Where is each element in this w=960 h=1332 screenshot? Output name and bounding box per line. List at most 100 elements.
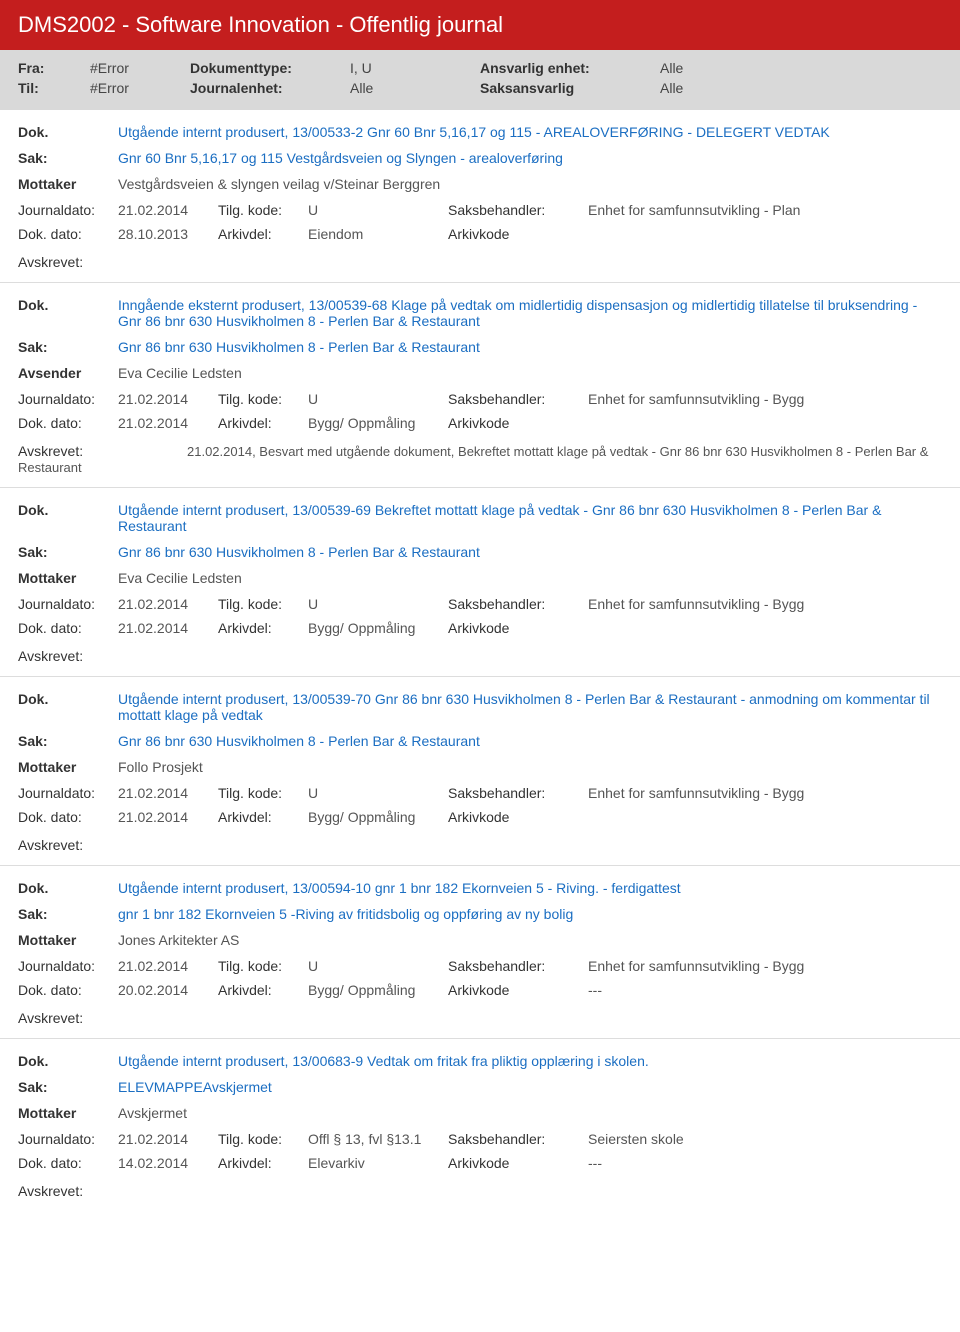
arkivkode-value bbox=[588, 415, 942, 431]
journaldato-value: 21.02.2014 bbox=[118, 1131, 218, 1147]
journaldato-label: Journaldato: bbox=[18, 202, 118, 218]
party-value: Eva Cecilie Ledsten bbox=[118, 365, 242, 381]
avskrevet-value: 21.02.2014, Besvart med utgående dokumen… bbox=[18, 444, 928, 475]
party-value: Avskjermet bbox=[118, 1105, 187, 1121]
party-label: Mottaker bbox=[18, 570, 118, 586]
saksansvarlig-value: Alle bbox=[660, 80, 683, 96]
journal-entry: Dok. Utgående internt produsert, 13/0059… bbox=[0, 866, 960, 1039]
dok-label: Dok. bbox=[18, 297, 118, 329]
journaldato-label: Journaldato: bbox=[18, 958, 118, 974]
arkivdel-label: Arkivdel: bbox=[218, 415, 308, 431]
dokdato-value: 21.02.2014 bbox=[118, 415, 218, 431]
saksbehandler-label: Saksbehandler: bbox=[448, 202, 588, 218]
dok-text[interactable]: Utgående internt produsert, 13/00539-70 … bbox=[118, 691, 942, 723]
tilgkode-value: U bbox=[308, 202, 448, 218]
arkivkode-value: --- bbox=[588, 982, 942, 998]
party-label: Mottaker bbox=[18, 1105, 118, 1121]
saksbehandler-label: Saksbehandler: bbox=[448, 958, 588, 974]
avskrevet-label: Avskrevet: bbox=[18, 837, 83, 853]
journaldato-value: 21.02.2014 bbox=[118, 202, 218, 218]
dokdato-value: 21.02.2014 bbox=[118, 809, 218, 825]
sak-label: Sak: bbox=[18, 544, 118, 560]
dok-text[interactable]: Utgående internt produsert, 13/00533-2 G… bbox=[118, 124, 830, 140]
sak-text[interactable]: Gnr 86 bnr 630 Husvikholmen 8 - Perlen B… bbox=[118, 339, 480, 355]
journaldato-label: Journaldato: bbox=[18, 596, 118, 612]
sak-text[interactable]: gnr 1 bnr 182 Ekornveien 5 -Riving av fr… bbox=[118, 906, 573, 922]
arkivkode-label: Arkivkode bbox=[448, 226, 588, 242]
party-label: Avsender bbox=[18, 365, 118, 381]
ansvarlig-value: Alle bbox=[660, 60, 683, 76]
sak-label: Sak: bbox=[18, 906, 118, 922]
arkivdel-label: Arkivdel: bbox=[218, 809, 308, 825]
arkivkode-label: Arkivkode bbox=[448, 415, 588, 431]
avskrevet-label: Avskrevet: bbox=[18, 254, 83, 270]
saksbehandler-value: Enhet for samfunnsutvikling - Bygg bbox=[588, 596, 942, 612]
dok-label: Dok. bbox=[18, 502, 118, 534]
journal-entry: Dok. Utgående internt produsert, 13/0068… bbox=[0, 1039, 960, 1211]
dok-label: Dok. bbox=[18, 124, 118, 140]
dok-text[interactable]: Utgående internt produsert, 13/00539-69 … bbox=[118, 502, 942, 534]
party-label: Mottaker bbox=[18, 176, 118, 192]
dok-text[interactable]: Utgående internt produsert, 13/00594-10 … bbox=[118, 880, 681, 896]
dok-label: Dok. bbox=[18, 1053, 118, 1069]
dok-text[interactable]: Utgående internt produsert, 13/00683-9 V… bbox=[118, 1053, 649, 1069]
party-label: Mottaker bbox=[18, 759, 118, 775]
journal-entry: Dok. Utgående internt produsert, 13/0053… bbox=[0, 110, 960, 283]
sak-text[interactable]: Gnr 86 bnr 630 Husvikholmen 8 - Perlen B… bbox=[118, 733, 480, 749]
party-value: Vestgårdsveien & slyngen veilag v/Steina… bbox=[118, 176, 440, 192]
arkivkode-label: Arkivkode bbox=[448, 1155, 588, 1171]
sak-text[interactable]: Gnr 60 Bnr 5,16,17 og 115 Vestgårdsveien… bbox=[118, 150, 563, 166]
sak-label: Sak: bbox=[18, 733, 118, 749]
party-value: Follo Prosjekt bbox=[118, 759, 203, 775]
tilgkode-label: Tilg. kode: bbox=[218, 391, 308, 407]
dokdato-label: Dok. dato: bbox=[18, 226, 118, 242]
page-title: DMS2002 - Software Innovation - Offentli… bbox=[0, 0, 960, 50]
ansvarlig-label: Ansvarlig enhet: bbox=[480, 60, 630, 76]
arkivdel-value: Bygg/ Oppmåling bbox=[308, 809, 448, 825]
tilgkode-value: U bbox=[308, 958, 448, 974]
dokdato-label: Dok. dato: bbox=[18, 982, 118, 998]
sak-label: Sak: bbox=[18, 150, 118, 166]
doktype-value: I, U bbox=[350, 60, 450, 76]
saksansvarlig-label: Saksansvarlig bbox=[480, 80, 630, 96]
dokdato-label: Dok. dato: bbox=[18, 620, 118, 636]
tilgkode-value: U bbox=[308, 596, 448, 612]
tilgkode-label: Tilg. kode: bbox=[218, 958, 308, 974]
journaldato-value: 21.02.2014 bbox=[118, 785, 218, 801]
avskrevet-label: Avskrevet: bbox=[18, 1010, 83, 1026]
saksbehandler-value: Enhet for samfunnsutvikling - Bygg bbox=[588, 785, 942, 801]
saksbehandler-label: Saksbehandler: bbox=[448, 596, 588, 612]
journaldato-label: Journaldato: bbox=[18, 391, 118, 407]
dok-label: Dok. bbox=[18, 691, 118, 723]
party-value: Eva Cecilie Ledsten bbox=[118, 570, 242, 586]
journaldato-label: Journaldato: bbox=[18, 785, 118, 801]
avskrevet-label: Avskrevet: bbox=[18, 443, 83, 459]
filter-bar: Fra: #Error Dokumenttype: I, U Ansvarlig… bbox=[0, 50, 960, 110]
saksbehandler-label: Saksbehandler: bbox=[448, 785, 588, 801]
journal-entry: Dok. Utgående internt produsert, 13/0053… bbox=[0, 677, 960, 866]
arkivdel-value: Elevarkiv bbox=[308, 1155, 448, 1171]
arkivdel-value: Bygg/ Oppmåling bbox=[308, 620, 448, 636]
sak-text[interactable]: Gnr 86 bnr 630 Husvikholmen 8 - Perlen B… bbox=[118, 544, 480, 560]
dokdato-value: 28.10.2013 bbox=[118, 226, 218, 242]
dokdato-value: 21.02.2014 bbox=[118, 620, 218, 636]
arkivdel-label: Arkivdel: bbox=[218, 226, 308, 242]
journaldato-value: 21.02.2014 bbox=[118, 596, 218, 612]
journal-entry: Dok. Utgående internt produsert, 13/0053… bbox=[0, 488, 960, 677]
avskrevet-label: Avskrevet: bbox=[18, 648, 83, 664]
journaldato-label: Journaldato: bbox=[18, 1131, 118, 1147]
dok-text[interactable]: Inngående eksternt produsert, 13/00539-6… bbox=[118, 297, 942, 329]
sak-label: Sak: bbox=[18, 1079, 118, 1095]
arkivdel-value: Bygg/ Oppmåling bbox=[308, 982, 448, 998]
tilgkode-value: U bbox=[308, 785, 448, 801]
journalenhet-value: Alle bbox=[350, 80, 450, 96]
doktype-label: Dokumenttype: bbox=[190, 60, 320, 76]
arkivkode-label: Arkivkode bbox=[448, 809, 588, 825]
tilgkode-value: Offl § 13, fvl §13.1 bbox=[308, 1131, 448, 1147]
sak-text[interactable]: ELEVMAPPEAvskjermet bbox=[118, 1079, 272, 1095]
til-value: #Error bbox=[90, 80, 160, 96]
tilgkode-label: Tilg. kode: bbox=[218, 1131, 308, 1147]
fra-label: Fra: bbox=[18, 60, 60, 76]
arkivkode-label: Arkivkode bbox=[448, 620, 588, 636]
til-label: Til: bbox=[18, 80, 60, 96]
